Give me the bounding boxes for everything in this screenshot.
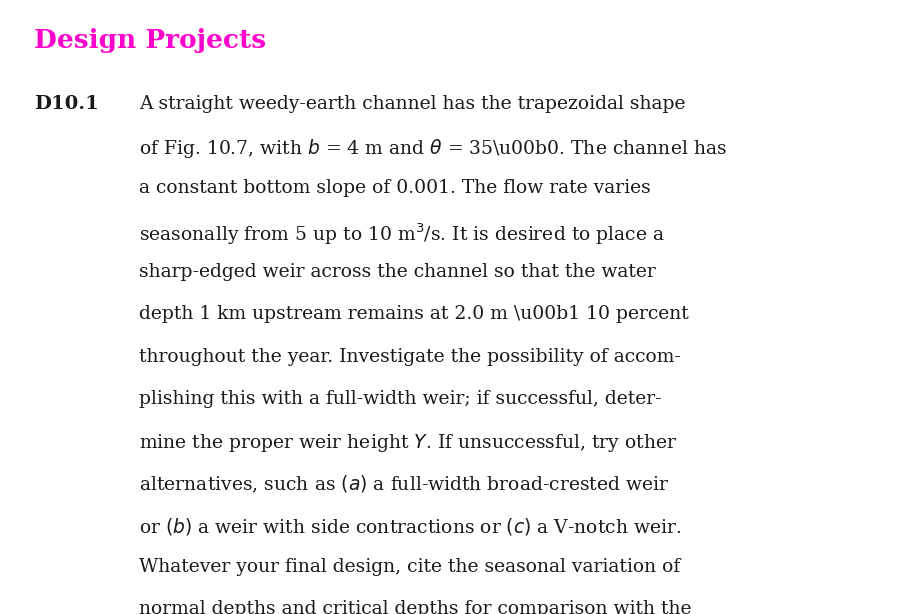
Text: alternatives, such as $(a)$ a full-width broad-crested weir: alternatives, such as $(a)$ a full-width…: [139, 474, 670, 495]
Text: mine the proper weir height $Y$. If unsuccessful, try other: mine the proper weir height $Y$. If unsu…: [139, 432, 678, 454]
Text: plishing this with a full-width weir; if successful, deter-: plishing this with a full-width weir; if…: [139, 390, 662, 408]
Text: A straight weedy-earth channel has the trapezoidal shape: A straight weedy-earth channel has the t…: [139, 95, 686, 113]
Text: throughout the year. Investigate the possibility of accom-: throughout the year. Investigate the pos…: [139, 348, 681, 365]
Text: of Fig. 10.7, with $b$ = 4 m and $\theta$ = 35\u00b0. The channel has: of Fig. 10.7, with $b$ = 4 m and $\theta…: [139, 138, 727, 160]
Text: Whatever your final design, cite the seasonal variation of: Whatever your final design, cite the sea…: [139, 558, 681, 576]
Text: normal depths and critical depths for comparison with the: normal depths and critical depths for co…: [139, 600, 692, 614]
Text: seasonally from 5 up to 10 m$^3$/s. It is desired to place a: seasonally from 5 up to 10 m$^3$/s. It i…: [139, 222, 665, 247]
Text: Design Projects: Design Projects: [34, 28, 266, 53]
Text: depth 1 km upstream remains at 2.0 m \u00b1 10 percent: depth 1 km upstream remains at 2.0 m \u0…: [139, 306, 690, 324]
Text: or $(b)$ a weir with side contractions or $(c)$ a V-notch weir.: or $(b)$ a weir with side contractions o…: [139, 516, 681, 537]
Text: a constant bottom slope of 0.001. The flow rate varies: a constant bottom slope of 0.001. The fl…: [139, 179, 651, 197]
Text: sharp-edged weir across the channel so that the water: sharp-edged weir across the channel so t…: [139, 263, 656, 281]
Text: D10.1: D10.1: [34, 95, 99, 113]
